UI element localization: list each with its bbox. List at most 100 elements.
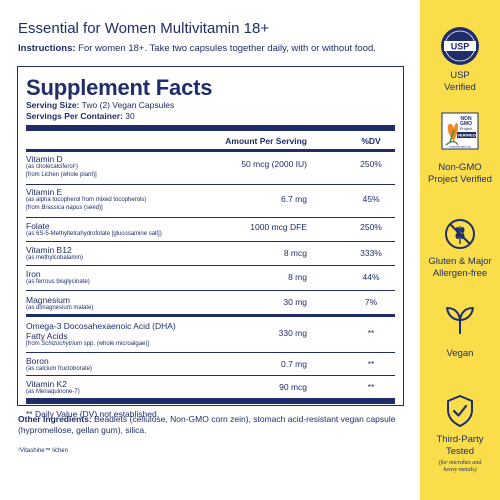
nutrient-source: (as 6S-5-Methyltetrahydrofolate [glucosa… xyxy=(26,231,162,237)
gluten-label-line2: Allergen-free xyxy=(432,268,488,279)
badge-sidebar xyxy=(420,0,500,500)
nutrient-source: (as calcium fructoborate) xyxy=(26,366,93,372)
serving-size-value: Two (2) Vegan Capsules xyxy=(81,100,175,110)
divider-medium xyxy=(26,314,395,317)
nutrient-amount: 1000 mcg DFE xyxy=(250,222,307,232)
nutrient-source: (as cholecalciferol¹) xyxy=(26,164,79,170)
divider-thick xyxy=(26,398,395,404)
nutrient-name: Folate xyxy=(26,221,50,231)
nutrient-source: (as Menaquinone-7) xyxy=(26,389,80,395)
gluten-label: Gluten & Major Allergen-free xyxy=(420,256,500,280)
servings-label: Servings Per Container: xyxy=(26,111,123,121)
table-row: Folate (as 6S-5-Methyltetrahydrofolate [… xyxy=(26,218,395,241)
nutrient-source: (as ferrous bisglycinate) xyxy=(26,279,90,285)
gluten-badge: Gluten & Major Allergen-free xyxy=(420,218,500,280)
usp-label-line1: USP xyxy=(450,70,470,81)
nutrient-name: Vitamin E xyxy=(26,187,63,197)
nutrient-name: Magnesium xyxy=(26,295,70,305)
instructions-label: Instructions: xyxy=(18,43,76,54)
supplement-facts-panel: Supplement Facts Serving Size: Two (2) V… xyxy=(17,66,404,419)
table-row: Boron (as calcium fructoborate) 0.7 mg *… xyxy=(26,353,395,375)
footnote: ** Daily Value (DV) not established. xyxy=(26,409,160,419)
divider xyxy=(26,290,395,291)
nongmo-logo-url: nongmoproject.org xyxy=(449,145,471,149)
vitashine-note: ¹Vitashine™ lichen xyxy=(18,448,68,454)
vegan-badge: Vegan xyxy=(420,302,500,360)
nutrient-amount: 8 mg xyxy=(288,272,307,282)
divider xyxy=(26,241,395,242)
servings-per-container: Servings Per Container: 30 xyxy=(26,111,395,122)
nutrient-amount: 30 mg xyxy=(283,297,307,307)
main-content: Essential for Women Multivitamin 18+ Ins… xyxy=(17,20,413,454)
tested-label-line2: Tested xyxy=(446,446,474,457)
nongmo-label-line1: Non-GMO xyxy=(438,162,482,173)
divider-thick xyxy=(26,125,395,131)
nutrient-amount: 8 mcg xyxy=(283,248,307,258)
butterfly-icon: NON GMO Project VERIFIED nongmoproject.o… xyxy=(441,112,479,150)
column-header: Amount Per Serving %DV xyxy=(26,131,395,149)
tested-badge: Third-Party Tested (for microbes and hea… xyxy=(420,394,500,474)
nutrient-name: Vitamin B12 xyxy=(26,245,72,255)
gluten-label-line1: Gluten & Major xyxy=(428,256,492,267)
usp-label-line2: Verified xyxy=(444,82,476,93)
nutrient-dv: ** xyxy=(367,359,375,369)
page-title: Essential for Women Multivitamin 18+ xyxy=(18,20,270,37)
nutrient-name-cont: Fatty Acids xyxy=(26,331,68,341)
source-species: Brassica napus xyxy=(41,204,83,211)
nutrient-amount: 330 mg xyxy=(278,328,307,338)
nutrient-name: Boron xyxy=(26,356,49,366)
wheat-crossed-icon xyxy=(445,219,475,249)
nutrient-dv: 333% xyxy=(360,248,382,258)
tested-label: Third-Party Tested xyxy=(420,434,500,458)
nutrient-source: (as alpha tocopherol from mixed tocopher… xyxy=(26,197,147,203)
tested-label-line1: Third-Party xyxy=(436,434,484,445)
tested-note-line2: heavy metals) xyxy=(443,467,477,473)
nutrient-name: Iron xyxy=(26,269,41,279)
nutrient-dv: ** xyxy=(367,328,375,338)
table-row: Iron (as ferrous bisglycinate) 8 mg 44% xyxy=(26,266,395,290)
tested-note-line1: (for microbes and xyxy=(438,460,482,466)
nongmo-badge: NON GMO Project VERIFIED nongmoproject.o… xyxy=(420,112,500,186)
table-row: Omega-3 Docosahexaenoic Acid (DHA) Fatty… xyxy=(26,317,395,352)
divider xyxy=(26,265,395,266)
nutrient-dv: 7% xyxy=(364,297,378,307)
divider xyxy=(26,352,395,353)
nongmo-logo-text: VERIFIED xyxy=(457,133,476,138)
nongmo-logo-text: NON xyxy=(460,116,472,122)
nongmo-logo-text: GMO xyxy=(460,121,472,127)
servings-value: 30 xyxy=(125,111,135,121)
usp-seal-icon: USP xyxy=(441,27,479,65)
other-ingredients-label: Other Ingredients: xyxy=(18,414,92,424)
nutrient-name: Vitamin K2 xyxy=(26,379,67,389)
serving-size: Serving Size: Two (2) Vegan Capsules xyxy=(26,100,395,111)
source-text: spp. (whole microalgae)] xyxy=(82,341,150,347)
nutrient-name: Omega-3 Docosahexaenoic Acid (DHA) xyxy=(26,321,176,331)
table-row: Vitamin E (as alpha tocopherol from mixe… xyxy=(26,185,395,217)
sprout-icon xyxy=(446,307,474,334)
nutrient-source: (as methylcobalamin) xyxy=(26,255,84,261)
table-row: Vitamin B12 (as methylcobalamin) 8 mcg 3… xyxy=(26,242,395,265)
source-text: [from xyxy=(26,204,42,211)
vegan-label: Vegan xyxy=(446,348,474,359)
nutrient-amount: 90 mcg xyxy=(279,382,307,392)
nutrient-source: [from Schizochytrium spp. (whole microal… xyxy=(26,341,395,349)
usp-logo-text: USP xyxy=(451,42,470,52)
table-row: Vitamin K2 (as Menaquinone-7) 90 mcg ** xyxy=(26,376,395,398)
other-ingredients-text: Beadlets (cellulose, Non-GMO corn zein),… xyxy=(18,414,396,435)
nutrient-dv: 44% xyxy=(362,272,380,282)
nutrient-amount: 6.7 mg xyxy=(281,194,307,204)
nutrient-source: [from Brassica napus (seed)] xyxy=(26,205,395,213)
tested-note: (for microbes and heavy metals) xyxy=(420,460,500,474)
nutrient-dv: ** xyxy=(367,382,375,392)
other-ingredients: Other Ingredients: Beadlets (cellulose, … xyxy=(18,414,413,436)
column-amount: Amount Per Serving xyxy=(225,136,307,146)
instructions: Instructions: For women 18+. Take two ca… xyxy=(18,43,376,54)
source-text: (seed)] xyxy=(82,204,103,211)
instructions-text: For women 18+. Take two capsules togethe… xyxy=(78,43,376,54)
nutrient-amount: 0.7 mg xyxy=(281,359,307,369)
table-row: Vitamin D (as cholecalciferol¹) [from Li… xyxy=(26,152,395,184)
divider xyxy=(26,184,395,185)
nongmo-label: Non-GMO Project Verified xyxy=(420,162,500,186)
serving-size-label: Serving Size: xyxy=(26,100,80,110)
divider xyxy=(26,217,395,218)
